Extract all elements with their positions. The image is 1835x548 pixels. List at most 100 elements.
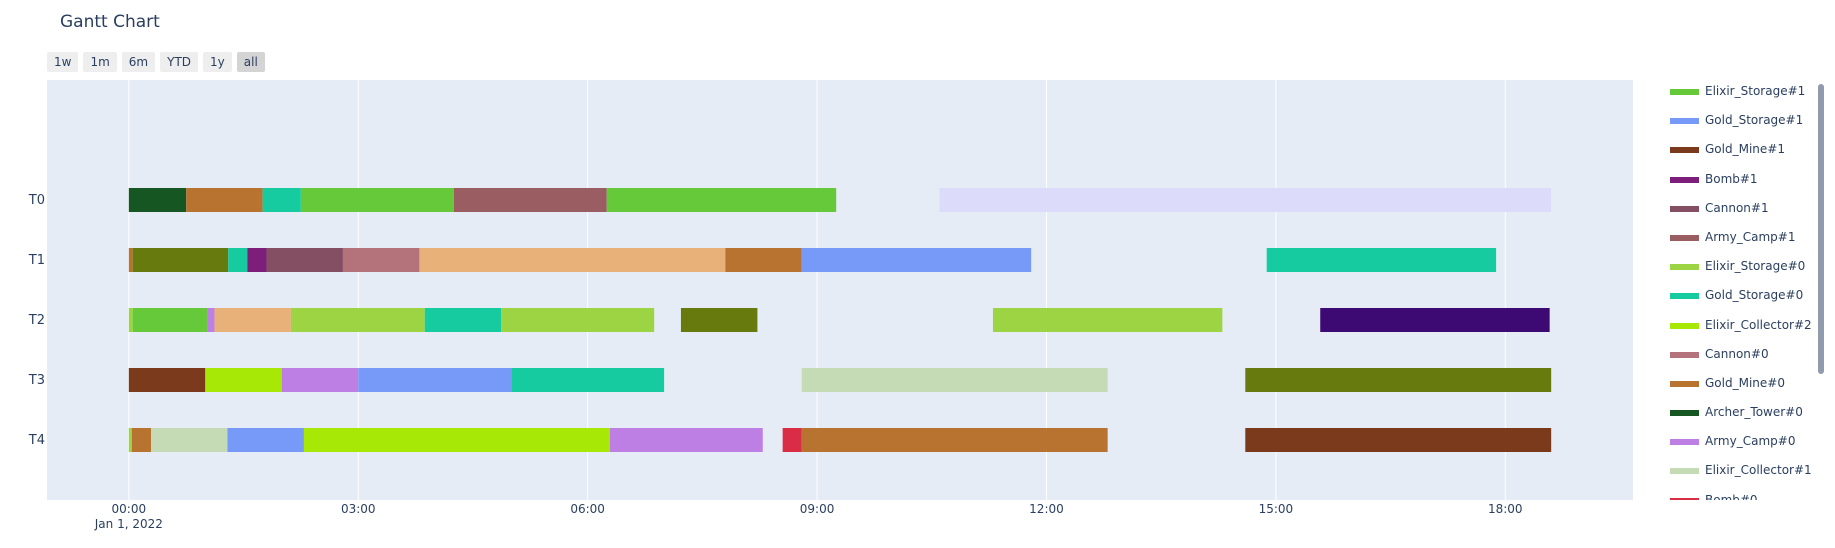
legend-label: Army_Camp#1 [1705,229,1796,244]
legend-label: Elixir_Storage#1 [1705,84,1806,98]
task-bar[interactable] [128,188,187,212]
task-bar[interactable] [1266,248,1497,272]
legend-item[interactable]: Elixir_Collector#1 [1660,461,1828,490]
legend-swatch [1670,351,1699,358]
legend-swatch [1670,380,1699,387]
legend-swatch [1670,322,1699,329]
legend-swatch [1670,205,1699,212]
task-bar[interactable] [680,308,758,332]
task-bar[interactable] [801,428,1108,452]
range-button-ytd[interactable]: YTD [160,52,199,72]
task-bar[interactable] [281,368,359,392]
legend-label: Army_Camp#0 [1705,434,1796,449]
task-bar[interactable] [1320,308,1550,332]
y-tick-label: T1 [28,253,45,268]
task-bar[interactable] [227,428,304,452]
legend-swatch [1670,89,1699,95]
task-bar[interactable] [132,248,229,272]
legend-swatch [1670,439,1699,446]
legend-item[interactable]: Cannon#1 [1660,199,1828,228]
x-tick-label: 18:00 [1488,502,1523,516]
legend-item[interactable]: Gold_Storage#1 [1660,111,1828,140]
task-bar[interactable] [186,188,263,212]
range-button-1y[interactable]: 1y [203,52,232,72]
task-bar[interactable] [266,248,343,272]
range-selector: 1w 1m 6m YTD 1y all [47,52,265,72]
x-tick-label: 00:00 [112,502,147,516]
task-bar[interactable] [151,428,228,452]
task-bar[interactable] [128,368,206,392]
legend-swatch [1670,147,1699,154]
task-bar[interactable] [801,368,1108,392]
legend-label: Archer_Tower#0 [1705,405,1803,420]
legend-item[interactable]: Elixir_Storage#0 [1660,257,1828,286]
task-bar[interactable] [132,308,208,332]
x-tick-label: 09:00 [800,502,835,516]
range-button-6m[interactable]: 6m [121,52,156,72]
range-button-1m[interactable]: 1m [83,52,117,72]
task-bar[interactable] [511,368,665,392]
task-bar[interactable] [128,428,132,452]
legend-label: Bomb#1 [1705,171,1758,186]
y-tick-label: T2 [28,313,45,328]
legend-swatch [1670,264,1699,271]
legend-item[interactable]: Elixir_Collector#2 [1660,316,1828,345]
chart-title: Gantt Chart [60,12,160,32]
legend-item[interactable]: Gold_Mine#1 [1660,140,1828,169]
legend-label: Cannon#1 [1705,200,1769,215]
legend-item[interactable]: Cannon#0 [1660,345,1828,374]
task-bar[interactable] [419,248,726,272]
task-bar[interactable] [262,188,301,212]
legend-label: Bomb#0 [1705,492,1758,500]
range-button-all[interactable]: all [236,52,265,72]
task-bar[interactable] [725,248,802,272]
legend-item[interactable]: Gold_Mine#0 [1660,374,1828,403]
task-bar[interactable] [131,428,151,452]
task-bar[interactable] [939,188,1552,212]
task-bar[interactable] [128,308,133,332]
task-bar[interactable] [801,248,1032,272]
legend-label: Elixir_Collector#2 [1705,317,1812,332]
task-bar[interactable] [300,188,454,212]
task-bar[interactable] [303,428,610,452]
legend-item[interactable]: Bomb#1 [1660,170,1828,199]
legend-label: Gold_Mine#1 [1705,142,1785,157]
legend-swatch [1670,410,1699,417]
legend-label: Gold_Mine#0 [1705,375,1785,390]
x-tick-sublabel: Jan 1, 2022 [94,517,163,531]
legend-swatch [1670,497,1699,500]
legend-item[interactable]: Army_Camp#0 [1660,432,1828,461]
x-tick-label: 03:00 [341,502,376,516]
legend-item[interactable]: Gold_Storage#0 [1660,286,1828,315]
legend-scrollbar[interactable] [1818,84,1824,374]
task-bar[interactable] [247,248,267,272]
task-bar[interactable] [606,188,837,212]
task-bar[interactable] [782,428,802,452]
legend-label: Elixir_Collector#1 [1705,463,1812,478]
y-tick-label: T0 [28,193,45,208]
task-bar[interactable] [609,428,763,452]
task-bar[interactable] [207,308,215,332]
task-bar[interactable] [453,188,607,212]
legend: Elixir_Storage#1 Gold_Storage#1 Gold_Mine#… [1660,82,1828,500]
task-bar[interactable] [128,248,133,272]
legend-item[interactable]: Archer_Tower#0 [1660,403,1828,432]
legend-item[interactable]: Army_Camp#1 [1660,228,1828,257]
y-tick-label: T4 [28,433,45,448]
legend-item[interactable]: Elixir_Storage#1 [1660,82,1828,111]
legend-label: Elixir_Storage#0 [1705,259,1806,274]
task-bar[interactable] [992,308,1223,332]
task-bar[interactable] [290,308,425,332]
task-bar[interactable] [214,308,291,332]
task-bar[interactable] [205,368,282,392]
task-bar[interactable] [228,248,248,272]
legend-label: Gold_Storage#1 [1705,113,1804,128]
legend-item[interactable]: Bomb#0 [1660,491,1828,500]
task-bar[interactable] [1245,428,1552,452]
range-button-1w[interactable]: 1w [47,52,79,72]
task-bar[interactable] [342,248,420,272]
task-bar[interactable] [424,308,502,332]
task-bar[interactable] [501,308,655,332]
task-bar[interactable] [1245,368,1552,392]
task-bar[interactable] [358,368,512,392]
